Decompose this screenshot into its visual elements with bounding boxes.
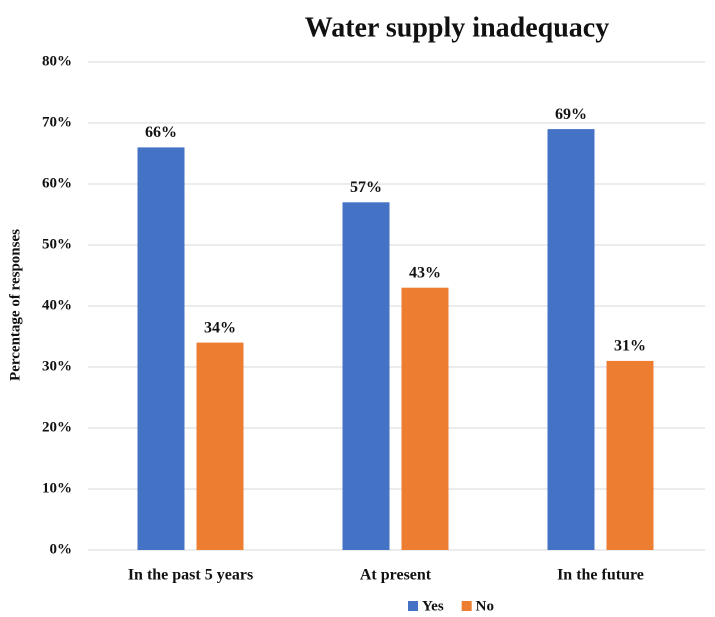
data-label: 57% <box>350 179 382 196</box>
y-axis-label: Percentage of responses <box>7 229 23 381</box>
y-tick-label: 10% <box>42 480 72 496</box>
x-tick-label: In the past 5 years <box>128 567 253 584</box>
bar <box>606 360 654 550</box>
legend-swatch <box>408 601 418 611</box>
data-label: 34% <box>204 319 236 336</box>
y-tick-label: 60% <box>42 175 72 191</box>
legend-label: Yes <box>422 598 444 614</box>
y-tick-label: 40% <box>42 297 72 313</box>
x-tick-label: In the future <box>557 567 644 584</box>
x-tick-label: At present <box>360 567 432 584</box>
y-tick-label: 0% <box>50 541 73 557</box>
y-tick-label: 30% <box>42 358 72 374</box>
bar <box>137 147 185 550</box>
bar <box>547 129 595 550</box>
data-label: 43% <box>409 264 441 281</box>
legend-label: No <box>476 598 494 614</box>
data-label: 31% <box>614 338 646 355</box>
chart-title: Water supply inadequacy <box>305 12 609 43</box>
y-tick-label: 50% <box>42 236 72 252</box>
bar <box>401 287 449 550</box>
bar <box>342 202 390 551</box>
legend-swatch <box>461 601 472 611</box>
y-tick-label: 70% <box>42 114 72 130</box>
bar <box>196 342 244 550</box>
y-tick-label: 80% <box>42 53 72 69</box>
y-tick-label: 20% <box>42 419 72 435</box>
data-label: 69% <box>555 106 587 123</box>
data-label: 66% <box>145 124 177 141</box>
